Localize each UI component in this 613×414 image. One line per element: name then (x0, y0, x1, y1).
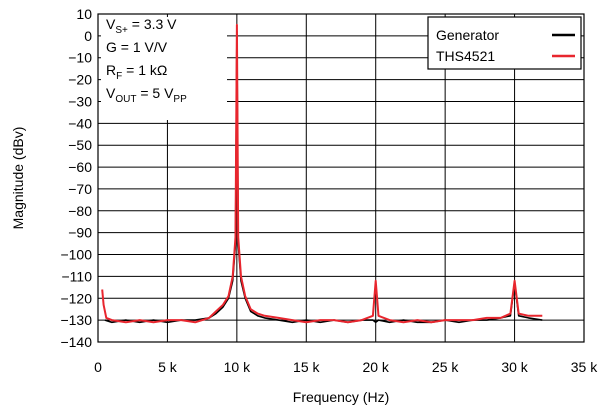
x-tick-label: 30 k (501, 359, 528, 375)
x-tick-label: 0 (94, 359, 102, 375)
y-tick-label: −80 (68, 203, 92, 219)
y-tick-label: −10 (68, 50, 92, 66)
y-tick-label: −40 (68, 115, 92, 131)
x-tick-label: 15 k (293, 359, 320, 375)
x-tick-label: 5 k (158, 359, 178, 375)
y-tick-label: −130 (60, 312, 92, 328)
y-tick-label: −20 (68, 72, 92, 88)
annotation-line: VS+ = 3.3 V (106, 16, 177, 36)
series-line-ths4521 (101, 23, 543, 324)
y-tick-labels: 10 0 −10 −20 −30 −40 −50 −60 −70 −80 −90 −100 −110 −1… (60, 6, 92, 350)
series-layer (101, 23, 543, 324)
legend-box (427, 16, 582, 70)
condition-annotation: VS+ = 3.3 V G = 1 V/V RF = 1 kΩ VOUT = 5 VP… (101, 16, 227, 120)
y-axis-label: Magnitude (dBv) (10, 127, 26, 230)
x-tick-label: 20 k (362, 359, 389, 375)
legend-label: THS4521 (436, 48, 495, 64)
y-tick-label: 10 (76, 6, 92, 22)
annotation-line: RF = 1 kΩ (106, 62, 167, 82)
x-tick-labels: 0 5 k 10 k 15 k 20 k 25 k 30 k 35 k (94, 359, 598, 375)
annotation-line: G = 1 V/V (106, 39, 168, 55)
x-tick-label: 10 k (224, 359, 251, 375)
y-tick-label: −110 (62, 268, 93, 284)
annotation-line: VOUT = 5 VPP (106, 85, 187, 105)
plot-frame (97, 13, 585, 343)
y-tick-label: −70 (68, 181, 92, 197)
y-tick-label: −100 (60, 247, 92, 263)
y-tick-label: −60 (68, 159, 92, 175)
x-axis-label: Frequency (Hz) (293, 389, 389, 405)
y-tick-label: −140 (60, 334, 92, 350)
legend: Generator THS4521 (427, 16, 582, 70)
x-tick-label: 35 k (571, 359, 598, 375)
x-tick-label: 25 k (432, 359, 459, 375)
y-tick-label: −30 (68, 93, 92, 109)
y-tick-label: −120 (60, 290, 92, 306)
y-tick-label: −50 (68, 137, 92, 153)
legend-label: Generator (436, 27, 499, 43)
y-tick-label: 0 (84, 28, 92, 44)
annotation-background (101, 17, 227, 120)
y-tick-label: −90 (68, 225, 92, 241)
